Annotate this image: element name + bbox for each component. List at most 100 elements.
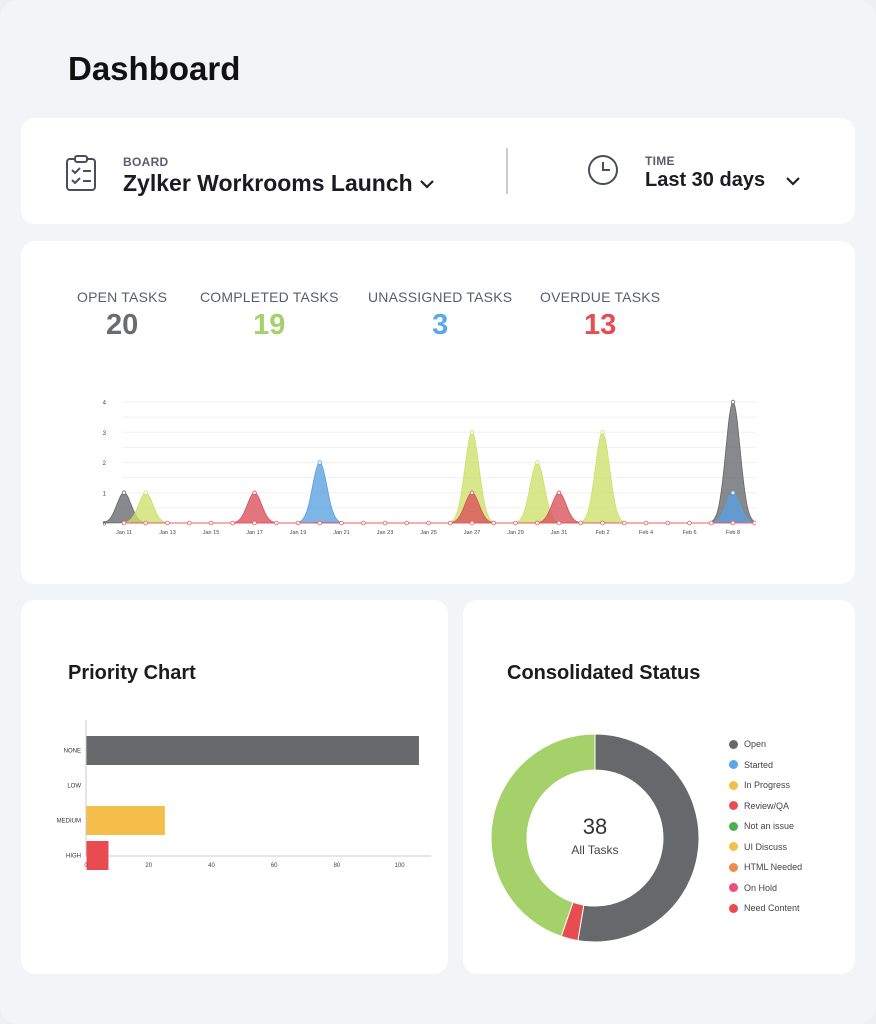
baseline-point xyxy=(752,520,756,526)
legend-label: Need Content xyxy=(744,903,800,914)
legend-label: On Hold xyxy=(744,882,778,893)
baseline-point xyxy=(491,520,497,526)
priority-bar xyxy=(86,841,109,870)
legend-item[interactable]: HTML Needed xyxy=(729,857,802,878)
x-tick-label: Jan 19 xyxy=(290,530,307,536)
legend-marker-icon xyxy=(729,862,738,872)
stat-value: 13 xyxy=(584,309,617,341)
x-tick-label: Feb 6 xyxy=(682,530,696,536)
divider xyxy=(506,148,508,194)
trend-point xyxy=(469,430,475,435)
filter-bar: BOARD Zylker Workrooms Launch TIME Last … xyxy=(21,118,855,224)
baseline-point xyxy=(643,520,649,526)
x-tick-label: 60 xyxy=(271,863,278,869)
legend-marker-icon xyxy=(729,801,738,811)
legend-item[interactable]: Need Content xyxy=(729,898,802,919)
baseline-point xyxy=(556,520,562,526)
trend-point xyxy=(252,490,257,495)
donut-center: 38 All Tasks xyxy=(487,730,703,946)
x-tick-label: 100 xyxy=(395,863,406,869)
priority-chart-title: Priority Chart xyxy=(68,662,196,684)
baseline-point xyxy=(469,520,475,526)
x-tick-label: 40 xyxy=(208,863,215,869)
x-tick-label: Jan 23 xyxy=(377,530,394,536)
board-label: BOARD xyxy=(123,155,169,169)
total-tasks-count: 38 xyxy=(582,814,608,839)
y-tick-label: 0 xyxy=(103,522,107,528)
priority-chart-card: Priority Chart NONE LOW MEDIUM HIGH 0 20 40 60 8… xyxy=(21,600,448,974)
baseline-point xyxy=(687,520,692,526)
stat-overdue-tasks[interactable]: OVERDUE TASKS 13 xyxy=(540,289,660,342)
legend-label: In Progress xyxy=(744,780,791,791)
baseline-point xyxy=(186,520,192,526)
status-chart-title: Consolidated Status xyxy=(507,662,701,684)
consolidated-status-card: Consolidated Status 38 All Tasks Open Sta… xyxy=(463,600,855,974)
x-tick-label: Jan 15 xyxy=(203,530,220,536)
x-tick-label: 0 xyxy=(84,863,88,869)
legend-label: Started xyxy=(744,759,774,770)
x-tick-label: Feb 8 xyxy=(726,530,740,536)
stat-value: 20 xyxy=(105,309,139,341)
baseline-point xyxy=(360,520,366,526)
x-tick-label: Jan 11 xyxy=(116,530,132,536)
baseline-point xyxy=(534,520,540,526)
x-tick-label: Jan 21 xyxy=(333,530,350,536)
trend-point xyxy=(600,430,605,435)
baseline-point xyxy=(165,520,170,526)
legend-item[interactable]: On Hold xyxy=(729,878,802,899)
stat-label: UNASSIGNED TASKS xyxy=(368,289,513,305)
donut-slice xyxy=(577,733,700,943)
total-tasks-label: All Tasks xyxy=(571,843,619,857)
task-trend-chart: 0 1 2 3 4 Jan 11 Jan 13 Jan 15 Jan 17 Jan 19 Jan 2… xyxy=(103,399,756,536)
legend-item[interactable]: Started xyxy=(729,755,802,776)
trend-point xyxy=(317,460,322,465)
stat-completed-tasks[interactable]: COMPLETED TASKS 19 xyxy=(200,289,339,342)
legend-item[interactable]: Not an issue xyxy=(729,816,802,837)
donut-slice xyxy=(490,733,596,938)
page-title: Dashboard xyxy=(68,50,241,87)
legend-item[interactable]: In Progress xyxy=(729,775,802,796)
status-donut-chart xyxy=(490,733,700,943)
legend-item[interactable]: Open xyxy=(729,734,802,755)
baseline-point xyxy=(426,520,431,526)
chevron-down-icon[interactable] xyxy=(419,178,435,190)
priority-category-label: HIGH xyxy=(66,854,81,860)
stat-unassigned-tasks[interactable]: UNASSIGNED TASKS 3 xyxy=(368,289,512,342)
x-tick-label: 20 xyxy=(145,863,152,869)
time-label: TIME xyxy=(645,154,675,168)
x-tick-label: Jan 31 xyxy=(551,530,568,536)
legend-label: Open xyxy=(744,739,767,750)
board-selector[interactable]: Zylker Workrooms Launch xyxy=(123,170,413,196)
stat-value: 19 xyxy=(253,309,286,341)
legend-marker-icon xyxy=(729,780,738,790)
trend-point xyxy=(556,490,562,495)
legend-item[interactable]: Review/QA xyxy=(729,796,802,817)
x-tick-label: Feb 4 xyxy=(639,530,653,536)
stat-label: OVERDUE TASKS xyxy=(540,289,661,305)
baseline-point xyxy=(295,520,301,526)
trend-point xyxy=(469,490,475,495)
legend-label: Not an issue xyxy=(744,821,795,832)
time-range-selector[interactable]: Last 30 days xyxy=(645,169,766,191)
x-tick-label: Jan 27 xyxy=(464,530,481,536)
legend-marker-icon xyxy=(729,821,738,831)
legend-marker-icon xyxy=(729,883,738,893)
baseline-point xyxy=(382,520,388,526)
baseline-point xyxy=(208,520,214,526)
trend-point xyxy=(143,490,148,495)
x-tick-label: Jan 13 xyxy=(159,530,176,536)
baseline-point xyxy=(121,520,127,526)
baseline-point xyxy=(404,520,410,526)
legend-label: Review/QA xyxy=(744,800,790,811)
x-tick-label: Feb 2 xyxy=(595,530,609,536)
priority-category-label: NONE xyxy=(64,749,81,755)
y-tick-label: 4 xyxy=(103,401,107,407)
stat-value: 3 xyxy=(432,309,449,341)
legend-marker-icon xyxy=(729,739,738,749)
stat-label: OPEN TASKS xyxy=(77,289,168,305)
stat-open-tasks[interactable]: OPEN TASKS 20 xyxy=(77,289,167,342)
legend-item[interactable]: UI Discuss xyxy=(729,837,802,858)
chevron-down-icon[interactable] xyxy=(785,175,801,187)
